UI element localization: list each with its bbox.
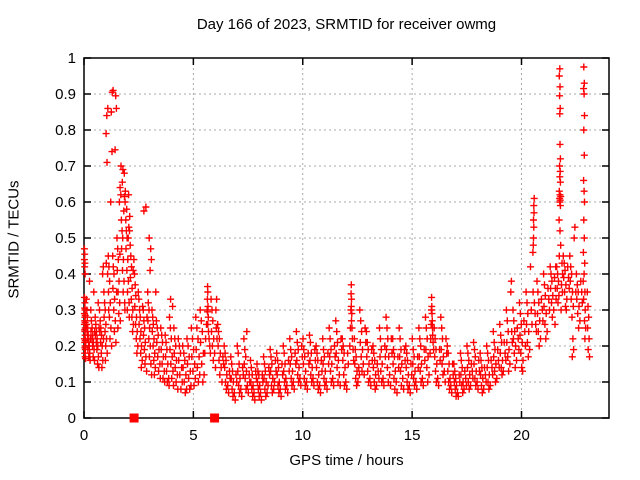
svg-text:15: 15 [404,427,421,444]
svg-text:0: 0 [80,427,88,444]
svg-text:0.4: 0.4 [55,266,76,283]
svg-text:5: 5 [189,427,197,444]
svg-text:20: 20 [513,427,530,444]
series-srmtid-markers [80,63,593,404]
x-axis-label: GPS time / hours [289,452,404,469]
svg-text:0.1: 0.1 [55,374,76,391]
svg-text:0: 0 [68,410,76,427]
chart-title: Day 166 of 2023, SRMTID for receiver owm… [196,16,497,33]
svg-text:0.3: 0.3 [55,302,76,319]
tick-labels: 00.10.20.30.40.50.60.70.80.910 5 10 15 20 [55,50,530,444]
svg-text:0.7: 0.7 [55,158,76,175]
svg-text:0.8: 0.8 [55,122,76,139]
svg-text:0.2: 0.2 [55,338,76,355]
svg-text:0.9: 0.9 [55,86,76,103]
svg-text:10: 10 [294,427,311,444]
series-flags-markers [129,413,220,423]
svg-text:0.6: 0.6 [55,194,76,211]
svg-text:1: 1 [68,50,76,67]
svg-text:0.5: 0.5 [55,230,76,247]
